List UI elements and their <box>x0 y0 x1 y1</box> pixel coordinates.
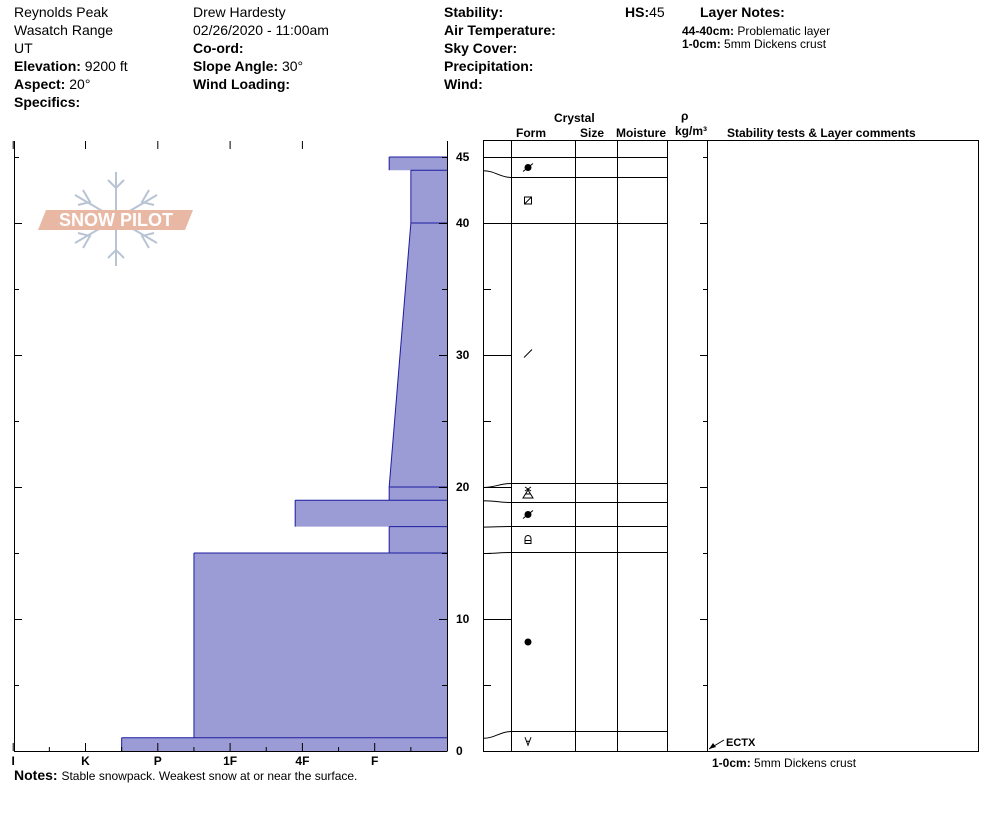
layer-note-2-range: 1-0cm: <box>682 37 721 51</box>
range: Wasatch Range <box>14 22 114 38</box>
rounded-filled-icon <box>522 163 534 172</box>
wind-label: Wind: <box>444 76 483 92</box>
slope-angle-value: 30° <box>281 58 304 74</box>
rounded-filled-icon <box>522 510 534 519</box>
bottom-comment-text: 5mm Dickens crust <box>754 756 857 770</box>
square-icon <box>524 196 532 205</box>
notes: Notes: Stable snowpack. Weakest snow at … <box>14 766 357 784</box>
precip-label: Precipitation: <box>444 58 534 74</box>
slope-angle-label: Slope Angle: <box>193 58 279 74</box>
layer-note-1-range: 44-40cm: <box>682 24 735 38</box>
bottom-comment: 1-0cm: 5mm Dickens crust <box>712 756 856 770</box>
depth-labels: 0 10 20 30 40 45 <box>456 150 470 758</box>
hardness-bar-2 <box>389 223 447 487</box>
layer-note-1: 44-40cm: Problematic layer <box>682 24 830 38</box>
density-unit-header: kg/m³ <box>675 124 708 138</box>
depth-ticks <box>14 157 447 752</box>
ectx-marker <box>708 739 725 750</box>
hardness-bar-5 <box>389 526 447 553</box>
table-connector-15 <box>482 552 512 554</box>
notes-text: Stable snowpack. Weakest snow at or near… <box>61 769 358 783</box>
dot-icon <box>524 638 532 646</box>
test-result-label: ECTX <box>726 737 756 749</box>
hoar-icon <box>522 486 534 499</box>
logo-text: SNOW PILOT <box>59 210 173 230</box>
hardness-bar-1 <box>410 170 447 223</box>
table-connector-19 <box>482 500 512 503</box>
hardness-bar-0 <box>389 157 447 171</box>
y-label-40: 40 <box>456 216 470 230</box>
observer: Drew Hardesty <box>193 4 286 20</box>
hardness-bar-7 <box>121 737 448 751</box>
hardness-bar-4 <box>295 500 447 527</box>
air-temp-label: Air Temperature: <box>444 22 556 38</box>
snowpilot-logo: SNOW PILOT <box>38 172 193 266</box>
x-label-K: K <box>81 754 90 768</box>
specifics-label: Specifics: <box>14 94 81 110</box>
slash-icon <box>523 349 533 358</box>
crust-icon <box>524 737 532 747</box>
table-connector-17 <box>482 526 512 528</box>
comments-header: Stability tests & Layer comments <box>727 126 916 140</box>
table-connector-20 <box>482 483 512 488</box>
square-rounded-icon <box>524 535 532 544</box>
aspect: Aspect: 20° <box>14 75 90 93</box>
y-label-45: 45 <box>456 150 470 164</box>
y-label-20: 20 <box>456 480 470 494</box>
layer-table-frame <box>483 140 979 752</box>
wind-loading-label: Wind Loading: <box>193 76 291 92</box>
layer-edge-line-2 <box>388 222 412 488</box>
rho-header: ρ <box>681 109 689 123</box>
table-connector-1 <box>482 731 512 739</box>
notes-label: Notes: <box>14 767 58 783</box>
y-label-30: 30 <box>456 348 470 362</box>
table-layer-lines <box>482 157 667 739</box>
x-label-1F: 1F <box>223 754 237 768</box>
bottom-comment-range: 1-0cm: <box>712 756 751 770</box>
coord-label: Co-ord: <box>193 40 244 56</box>
aspect-label: Aspect: <box>14 76 66 92</box>
moisture-header: Moisture <box>616 126 667 140</box>
hs: HS:45 <box>625 3 665 21</box>
table-connector-44 <box>482 170 512 178</box>
elevation: Elevation: 9200 ft <box>14 57 128 75</box>
layer-note-1-text: Problematic layer <box>737 24 831 38</box>
elevation-label: Elevation: <box>14 58 81 74</box>
y-label-10: 10 <box>456 612 470 626</box>
y-label-0: 0 <box>456 744 463 758</box>
hardness-bars <box>121 156 448 751</box>
datetime: 02/26/2020 - 11:00am <box>193 22 329 38</box>
location: Reynolds Peak <box>14 4 109 20</box>
hardness-x-ticks <box>12 141 412 751</box>
hs-label: HS: <box>625 4 650 20</box>
x-label-F: F <box>371 754 378 768</box>
aspect-value: 20° <box>69 76 91 92</box>
layer-note-2-text: 5mm Dickens crust <box>724 37 827 51</box>
state: UT <box>14 40 33 56</box>
stability-label: Stability: <box>444 4 504 20</box>
layer-note-2: 1-0cm: 5mm Dickens crust <box>682 37 826 51</box>
hs-value: 45 <box>649 4 665 20</box>
table-depth-ticks <box>483 157 707 752</box>
hardness-bar-3 <box>389 487 447 501</box>
form-header: Form <box>516 126 546 140</box>
hardness-bar-6 <box>193 553 447 738</box>
layer-notes-title: Layer Notes: <box>700 4 785 20</box>
hardness-axes <box>14 141 448 752</box>
x-label-I: I <box>12 754 15 768</box>
hardness-labels: I K P 1F 4F F <box>12 754 379 768</box>
elevation-value: 9200 ft <box>84 58 128 74</box>
x-label-4F: 4F <box>295 754 309 768</box>
slope-angle: Slope Angle: 30° <box>193 57 303 75</box>
x-label-P: P <box>154 754 162 768</box>
grain-form-symbols <box>522 163 534 747</box>
size-header: Size <box>580 126 605 140</box>
sky-cover-label: Sky Cover: <box>444 40 518 56</box>
crystal-header: Crystal <box>554 111 595 125</box>
